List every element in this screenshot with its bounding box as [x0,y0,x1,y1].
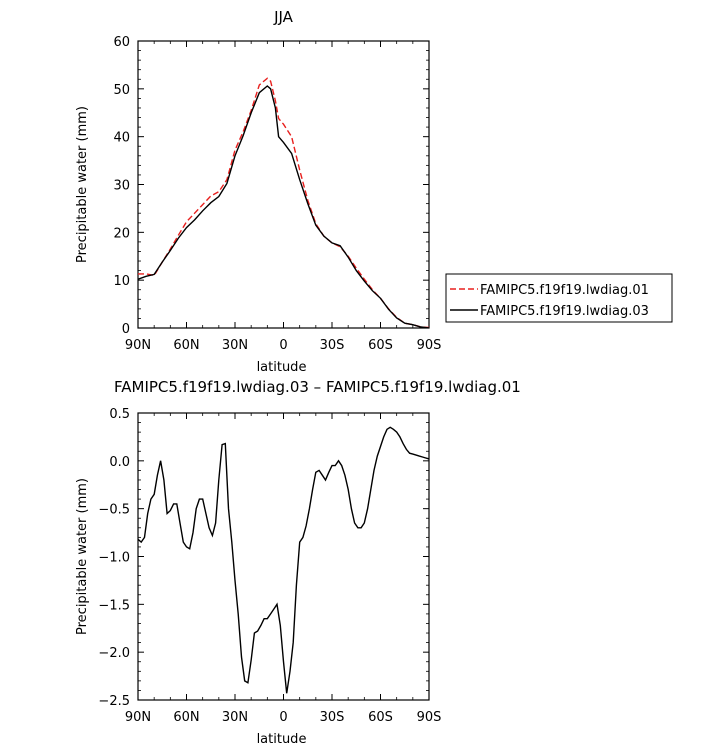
y-axis-label: Precipitable water (mm) [75,478,90,635]
y-tick-label: 50 [113,83,130,98]
legend: FAMIPC5.f19f19.lwdiag.01 FAMIPC5.f19f19.l… [445,273,673,323]
y-tick-label: 30 [113,179,130,194]
y-tick-label: 0.5 [109,407,130,422]
x-tick-label: 90S [417,338,442,353]
plot-frame [137,40,430,329]
x-axis-label: latitude [257,360,307,375]
y-tick-label: −2.0 [98,646,130,661]
y-tick-label: −0.5 [98,503,130,518]
series-line-1 [138,426,429,694]
legend-label-2: FAMIPC5.f19f19.lwdiag.03 [480,304,649,319]
y-tick-label: −2.5 [98,694,130,709]
y-tick-label: 0 [122,322,130,337]
chart-title: JJA [273,8,294,26]
y-tick-label: 0.0 [109,455,130,470]
x-tick-label: 30N [222,338,248,353]
y-tick-label: −1.0 [98,551,130,566]
panel-2: FAMIPC5.f19f19.lwdiag.03 – FAMIPC5.f19f1… [75,378,521,747]
legend-label-1: FAMIPC5.f19f19.lwdiag.01 [480,283,649,298]
series-line-2 [138,85,429,328]
x-tick-label: 90N [125,338,151,353]
x-axis-label: latitude [257,732,307,747]
y-tick-label: 60 [113,35,130,50]
y-tick-label: 20 [113,226,130,241]
x-tick-label: 60N [173,710,199,725]
y-axis-label: Precipitable water (mm) [75,106,90,263]
x-tick-label: 30S [320,710,345,725]
y-tick-label: 40 [113,131,130,146]
x-tick-label: 30S [320,338,345,353]
y-tick-label: 10 [113,274,130,289]
y-tick-label: −1.5 [98,598,130,613]
legend-box [445,273,673,323]
x-tick-label: 0 [279,338,287,353]
panel-1: JJA 90N 60N 30N 0 30S 60S 90S 0 10 20 30 40 50 60 latit… [75,8,673,375]
x-tick-label: 90N [125,710,151,725]
x-tick-label: 60N [173,338,199,353]
chart-title: FAMIPC5.f19f19.lwdiag.03 – FAMIPC5.f19f1… [114,378,521,396]
x-tick-label: 60S [368,338,393,353]
x-tick-label: 60S [368,710,393,725]
x-tick-label: 30N [222,710,248,725]
series-line-1 [138,77,429,328]
x-tick-label: 0 [279,710,287,725]
x-tick-label: 90S [417,710,442,725]
